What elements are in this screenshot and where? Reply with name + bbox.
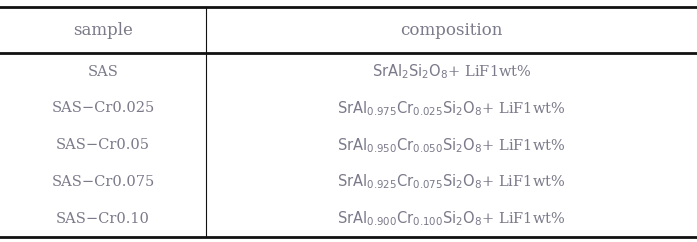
Text: SAS: SAS bbox=[88, 65, 118, 79]
Text: SAS−Cr0.05: SAS−Cr0.05 bbox=[56, 138, 150, 152]
Text: $\mathrm{SrAl_2Si_2O_8}$+ LiF1wt%: $\mathrm{SrAl_2Si_2O_8}$+ LiF1wt% bbox=[372, 62, 532, 81]
Text: composition: composition bbox=[401, 22, 503, 39]
Text: SAS−Cr0.075: SAS−Cr0.075 bbox=[52, 175, 155, 189]
Text: $\mathrm{SrAl_{0.925}Cr_{0.075}Si_2O_8}$+ LiF1wt%: $\mathrm{SrAl_{0.925}Cr_{0.075}Si_2O_8}$… bbox=[337, 173, 566, 191]
Text: $\mathrm{SrAl_{0.975}Cr_{0.025}Si_2O_8}$+ LiF1wt%: $\mathrm{SrAl_{0.975}Cr_{0.025}Si_2O_8}$… bbox=[337, 99, 566, 118]
Text: SAS−Cr0.10: SAS−Cr0.10 bbox=[56, 212, 150, 226]
Text: $\mathrm{SrAl_{0.900}Cr_{0.100}Si_2O_8}$+ LiF1wt%: $\mathrm{SrAl_{0.900}Cr_{0.100}Si_2O_8}$… bbox=[337, 209, 566, 228]
Text: sample: sample bbox=[73, 22, 133, 39]
Text: $\mathrm{SrAl_{0.950}Cr_{0.050}Si_2O_8}$+ LiF1wt%: $\mathrm{SrAl_{0.950}Cr_{0.050}Si_2O_8}$… bbox=[337, 136, 566, 155]
Text: SAS−Cr0.025: SAS−Cr0.025 bbox=[52, 101, 155, 115]
